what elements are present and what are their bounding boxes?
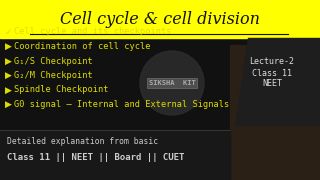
Text: ▶: ▶ bbox=[5, 71, 12, 80]
Bar bbox=[0, 130, 230, 180]
Text: Cell cycle and its checkpoints: Cell cycle and its checkpoints bbox=[14, 28, 172, 37]
Text: Lecture-2: Lecture-2 bbox=[250, 57, 294, 66]
Text: ▶: ▶ bbox=[5, 57, 12, 66]
Text: Spindle Checkpoint: Spindle Checkpoint bbox=[14, 86, 108, 94]
Text: ✓: ✓ bbox=[5, 28, 12, 37]
Text: G₂/M Checkpoint: G₂/M Checkpoint bbox=[14, 71, 93, 80]
Text: SIKSHA  KIT: SIKSHA KIT bbox=[148, 80, 196, 86]
Bar bbox=[230, 45, 320, 180]
Text: NEET: NEET bbox=[262, 80, 282, 89]
Text: Cell cycle & cell division: Cell cycle & cell division bbox=[60, 10, 260, 28]
Text: Detailed explanation from basic: Detailed explanation from basic bbox=[7, 138, 158, 147]
Circle shape bbox=[140, 51, 204, 115]
Text: G0 signal – Internal and External Signals: G0 signal – Internal and External Signal… bbox=[14, 100, 229, 109]
Text: Coordination of cell cycle: Coordination of cell cycle bbox=[14, 42, 150, 51]
Text: G₁/S Checkpoint: G₁/S Checkpoint bbox=[14, 57, 93, 66]
Text: ▶: ▶ bbox=[5, 86, 12, 94]
Text: ▶: ▶ bbox=[5, 100, 12, 109]
Text: Class 11: Class 11 bbox=[252, 69, 292, 78]
Bar bbox=[0, 0, 320, 38]
Polygon shape bbox=[235, 38, 320, 125]
Text: ▶: ▶ bbox=[5, 42, 12, 51]
Text: Class 11 || NEET || Board || CUET: Class 11 || NEET || Board || CUET bbox=[7, 154, 184, 163]
